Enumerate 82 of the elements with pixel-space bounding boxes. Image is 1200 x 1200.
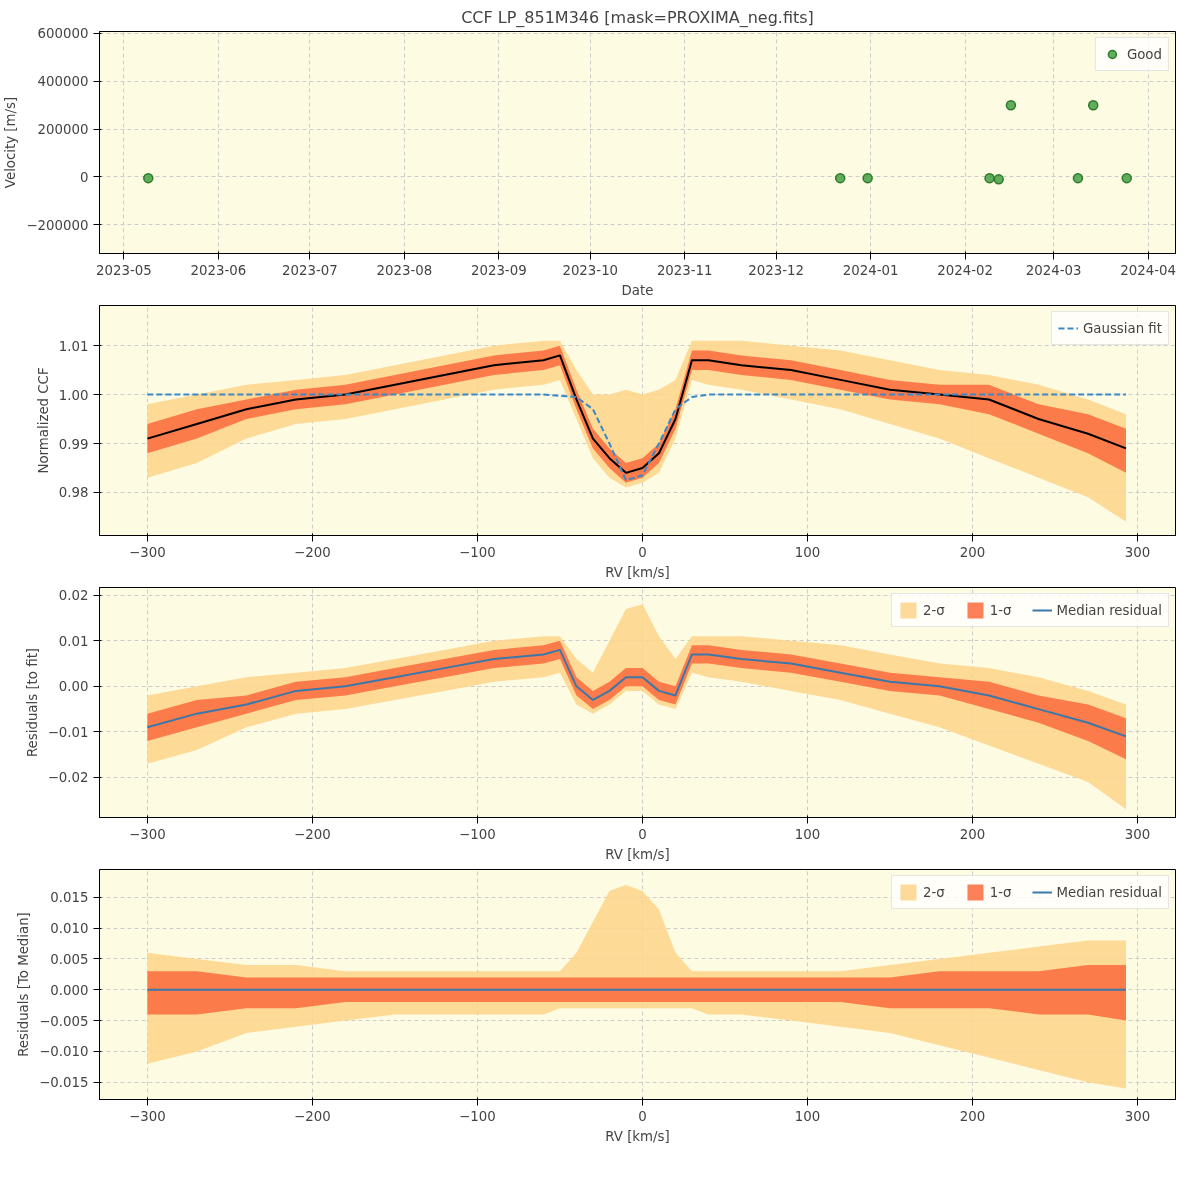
x-axis-title: RV [km/s] — [605, 846, 670, 862]
x-tick-label: 2023-07 — [281, 262, 338, 278]
x-tick-label: 200 — [959, 1108, 986, 1124]
y-axis-title: Normalized CCF — [35, 367, 51, 474]
x-tick-label: 2024-04 — [1120, 262, 1176, 278]
y-tick-label: −0.005 — [39, 1013, 89, 1029]
point — [1072, 172, 1084, 184]
line-series — [146, 648, 1127, 738]
point — [1087, 99, 1099, 111]
point — [143, 172, 154, 184]
y-tick-label: 1.00 — [58, 387, 89, 403]
y-tick-label: −0.02 — [47, 770, 89, 786]
point — [1005, 99, 1017, 111]
x-tick-label: 2023-10 — [562, 262, 619, 278]
legend-label: Median residual — [1056, 602, 1162, 618]
y-tick-label: 0.99 — [58, 436, 89, 452]
point — [984, 172, 995, 184]
y-axis-title: Residuals [to fit] — [24, 647, 40, 758]
x-tick-label: 100 — [794, 544, 821, 560]
legend-label: 2-σ — [922, 884, 945, 900]
x-tick-label: 0 — [638, 1108, 647, 1124]
x-tick-label: 200 — [959, 544, 986, 560]
y-tick-label: 200000 — [37, 122, 89, 138]
y-tick-label: −0.015 — [39, 1075, 89, 1091]
x-tick-label: −200 — [294, 544, 331, 560]
y-tick-label: −0.010 — [39, 1044, 89, 1060]
x-tick-label: 0 — [638, 544, 647, 560]
x-tick-label: 100 — [794, 1108, 821, 1124]
legend-label: Median residual — [1056, 884, 1162, 900]
x-tick-label: −100 — [459, 544, 496, 560]
chart-title: CCF LP_851M346 [mask=PROXIMA_neg.fits] — [461, 7, 814, 28]
x-axis-title: RV [km/s] — [605, 1128, 670, 1144]
legend-label: 2-σ — [922, 602, 945, 618]
x-tick-label: 2024-01 — [842, 262, 899, 278]
y-tick-label: 0.00 — [58, 679, 89, 695]
y-tick-label: 0.01 — [58, 633, 89, 649]
x-tick-label: −200 — [294, 826, 331, 842]
y-tick-label: 0.015 — [50, 890, 89, 906]
y-axis-title: Residuals [To Median] — [16, 912, 32, 1057]
y-tick-label: −200000 — [26, 217, 89, 233]
x-tick-label: −200 — [294, 1108, 331, 1124]
x-tick-label: −100 — [459, 826, 496, 842]
x-tick-label: −300 — [129, 1108, 166, 1124]
x-tick-label: 200 — [959, 826, 986, 842]
x-tick-label: 2023-06 — [190, 262, 247, 278]
x-tick-label: 300 — [1124, 544, 1151, 560]
point — [834, 172, 846, 184]
x-tick-label: 100 — [794, 826, 821, 842]
x-tick-label: −300 — [129, 544, 166, 560]
x-tick-label: 2024-03 — [1025, 262, 1082, 278]
x-axis-title: RV [km/s] — [605, 564, 670, 580]
legend-label: 1-σ — [989, 602, 1012, 618]
x-tick-label: 300 — [1124, 1108, 1151, 1124]
y-tick-label: 600000 — [37, 26, 89, 42]
x-tick-label: 300 — [1124, 826, 1151, 842]
x-tick-label: 2023-05 — [96, 262, 152, 278]
line-series — [146, 393, 1127, 482]
y-tick-label: 0.98 — [58, 485, 89, 501]
legend-label: Gaussian fit — [1082, 320, 1162, 336]
y-tick-label: 0.010 — [50, 921, 89, 937]
x-tick-label: 2024-02 — [937, 262, 994, 278]
y-tick-label: 400000 — [37, 74, 89, 90]
x-tick-label: 2023-12 — [748, 262, 805, 278]
point — [993, 174, 1004, 185]
y-tick-label: 0 — [80, 169, 89, 185]
x-tick-label: 2023-08 — [376, 262, 433, 278]
x-tick-label: 2023-09 — [470, 262, 527, 278]
y-tick-label: 0.000 — [50, 982, 89, 998]
x-axis-title: Date — [621, 282, 654, 298]
y-tick-label: 0.005 — [50, 951, 89, 967]
point — [862, 172, 873, 184]
x-tick-label: −100 — [459, 1108, 496, 1124]
point — [1121, 172, 1132, 184]
x-tick-label: −300 — [129, 826, 166, 842]
legend-label: 1-σ — [989, 884, 1012, 900]
legend-label: Good — [1126, 46, 1162, 62]
y-axis-title: Velocity [m/s] — [3, 96, 19, 189]
x-tick-label: 0 — [638, 826, 647, 842]
y-tick-label: 1.01 — [58, 338, 89, 354]
x-tick-label: 2023-11 — [656, 262, 713, 278]
y-tick-label: 0.02 — [58, 588, 89, 604]
y-tick-label: −0.01 — [47, 724, 89, 740]
